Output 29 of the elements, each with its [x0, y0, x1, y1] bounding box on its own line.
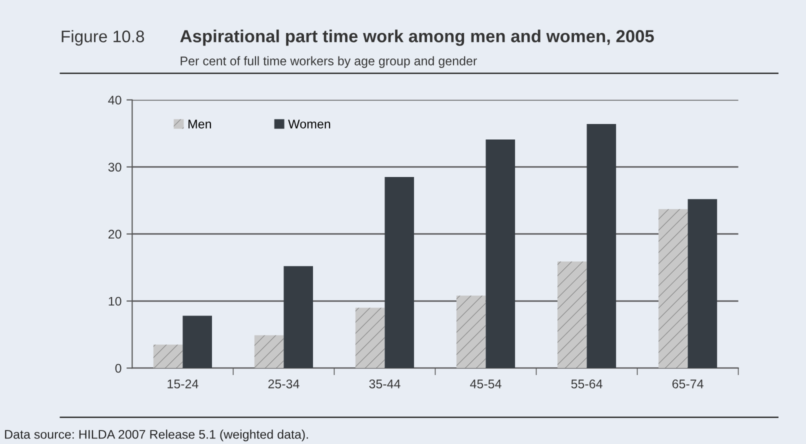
bar — [456, 296, 486, 368]
caption: Figure 10.8 — [62, 30, 144, 46]
bar — [284, 266, 314, 368]
x-tick-label: 35-44 — [369, 380, 400, 388]
bar — [254, 335, 284, 368]
y-tick-label: 10 — [108, 296, 122, 306]
bar — [384, 177, 414, 368]
bar — [153, 344, 183, 368]
bar — [355, 308, 385, 368]
x-tick-label: 15-24 — [168, 380, 198, 388]
bar — [557, 261, 587, 368]
y-tick-label: 20 — [108, 230, 122, 239]
y-tick-label: 0 — [115, 364, 122, 373]
legend-label: Women — [288, 120, 330, 128]
y-tick-label: 30 — [108, 162, 122, 172]
x-tick-label: 55-64 — [571, 380, 602, 388]
bar — [486, 139, 516, 368]
legend-label: Men — [188, 120, 211, 128]
bar — [688, 199, 718, 368]
bar — [182, 316, 212, 368]
y-tick-label: 40 — [108, 96, 122, 105]
bar — [658, 209, 688, 368]
x-tick-label: 25-34 — [268, 380, 300, 388]
chart-subtitle: Per cent of full time workers by age group and gender — [180, 56, 477, 68]
bar — [586, 124, 616, 368]
chart-title: Aspirational part time work among men and women, 2005 — [180, 30, 654, 46]
x-tick-label: 65-74 — [672, 380, 704, 388]
source-note: Data source: HILDA 2007 Release 5.1 (weighted data). — [5, 430, 308, 442]
x-tick-label: 45-54 — [470, 380, 502, 388]
